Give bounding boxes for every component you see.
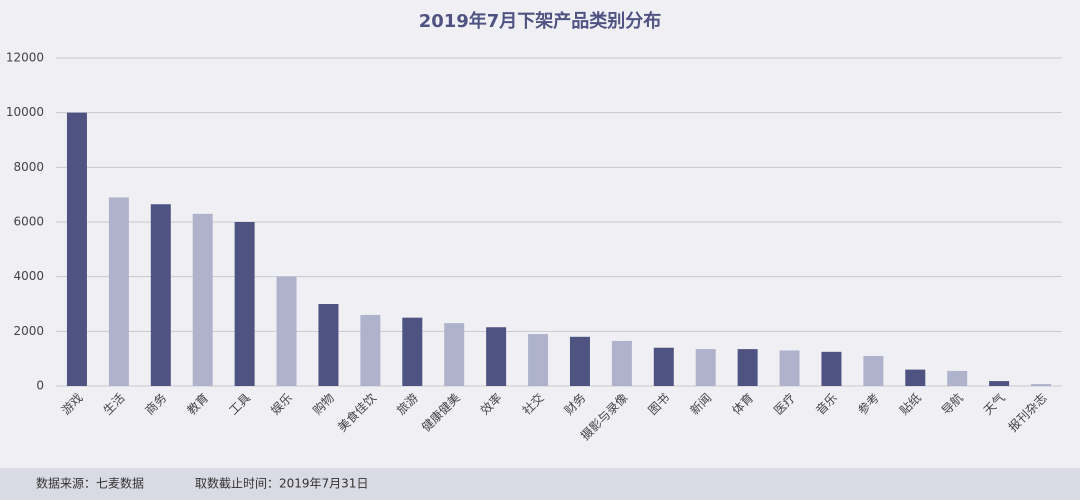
bar bbox=[486, 327, 507, 386]
y-tick-label: 2000 bbox=[13, 324, 44, 338]
bar bbox=[863, 355, 884, 386]
bar bbox=[905, 369, 926, 386]
bar bbox=[528, 334, 549, 386]
bar bbox=[821, 351, 842, 386]
bar bbox=[150, 204, 171, 386]
y-tick-label: 10000 bbox=[6, 105, 44, 119]
bar bbox=[695, 349, 716, 386]
y-tick-label: 12000 bbox=[6, 51, 44, 65]
chart-title: 2019年7月下架产品类别分布 bbox=[419, 10, 662, 32]
bar bbox=[192, 213, 213, 386]
bar bbox=[276, 276, 297, 386]
y-tick-label: 6000 bbox=[13, 215, 44, 229]
footer-band bbox=[0, 468, 1080, 500]
footer-cutoff: 取数截止时间：2019年7月31日 bbox=[195, 476, 368, 491]
bar bbox=[360, 314, 381, 386]
bar bbox=[108, 197, 129, 386]
bar bbox=[989, 381, 1010, 386]
bar bbox=[1031, 384, 1052, 386]
y-tick-label: 0 bbox=[36, 379, 44, 393]
bar bbox=[402, 317, 423, 386]
bar bbox=[318, 304, 339, 386]
bar bbox=[444, 323, 465, 386]
bar bbox=[947, 370, 968, 386]
bar bbox=[234, 222, 255, 386]
bar bbox=[779, 350, 800, 386]
bar bbox=[611, 340, 632, 386]
y-tick-label: 8000 bbox=[13, 160, 44, 174]
bar bbox=[653, 347, 674, 386]
y-tick-label: 4000 bbox=[13, 269, 44, 283]
bar bbox=[66, 112, 87, 387]
bar bbox=[569, 336, 590, 386]
bar bbox=[737, 349, 758, 386]
footer-source: 数据来源：七麦数据 bbox=[36, 476, 144, 491]
